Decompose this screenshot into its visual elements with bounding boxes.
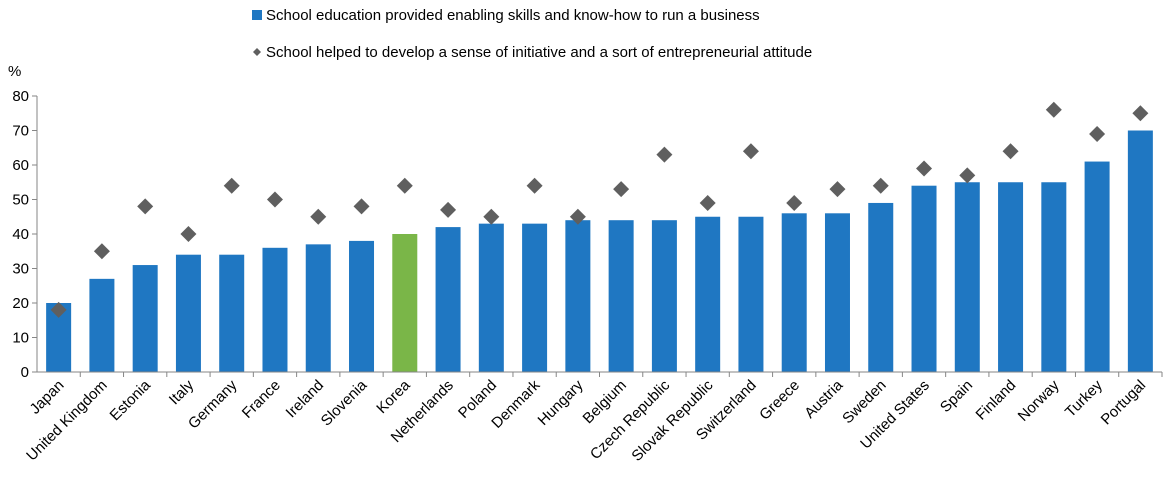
diamond-marker <box>223 177 240 194</box>
x-category-label: United Kingdom <box>23 377 110 464</box>
bar <box>349 240 375 372</box>
legend-label-diamonds: School helped to develop a sense of init… <box>266 44 812 61</box>
x-category-label: Hungary <box>535 376 587 428</box>
bar <box>608 220 634 372</box>
bar <box>868 202 894 372</box>
y-tick-label: 0 <box>21 364 29 381</box>
diamond-marker <box>526 177 543 194</box>
x-category-label: Korea <box>373 376 414 417</box>
bar <box>219 254 245 372</box>
diamond-marker <box>353 198 370 215</box>
bar <box>305 244 331 372</box>
diamond-marker <box>613 181 630 198</box>
bar <box>435 227 461 372</box>
diamond-marker <box>656 146 673 163</box>
x-category-label: Norway <box>1015 376 1063 424</box>
diamond-marker <box>93 243 110 260</box>
x-category-label: Spain <box>937 377 976 416</box>
bar <box>998 182 1024 372</box>
diamond-marker <box>569 208 586 225</box>
legend-swatch-diamonds <box>253 48 261 56</box>
diamond-marker <box>786 194 803 211</box>
bar <box>132 265 158 372</box>
diamond-marker <box>1002 143 1019 160</box>
diamond-marker <box>916 160 933 177</box>
x-category-label: Finland <box>973 377 1020 424</box>
y-tick-label: 20 <box>12 295 29 312</box>
diamond-marker <box>699 194 716 211</box>
bar <box>1127 130 1153 372</box>
legend-swatch-bars <box>252 10 262 20</box>
bar <box>824 213 850 372</box>
x-category-label: Slovenia <box>318 376 371 429</box>
diamond-marker <box>829 181 846 198</box>
x-category-label: France <box>239 377 284 422</box>
legend: School education provided enabling skill… <box>252 7 812 61</box>
diamond-marker <box>1089 125 1106 142</box>
y-tick-label: 40 <box>12 226 29 243</box>
y-tick-label: 60 <box>12 157 29 174</box>
x-category-label: Denmark <box>488 376 543 431</box>
x-category-label: Greece <box>756 377 803 424</box>
bar <box>911 185 937 372</box>
y-tick-label: 10 <box>12 330 29 347</box>
bar <box>392 234 418 372</box>
diamond-marker <box>1132 105 1149 122</box>
legend-label-bars: School education provided enabling skill… <box>266 7 760 24</box>
bar <box>89 278 115 372</box>
bar <box>478 223 504 372</box>
bar <box>954 182 980 372</box>
y-tick-label: 30 <box>12 261 29 278</box>
bars <box>46 130 1153 372</box>
diamond-marker <box>440 201 457 218</box>
diamond-marker <box>137 198 154 215</box>
diamond-marker <box>180 226 197 242</box>
bar <box>695 216 721 372</box>
y-tick-label: 70 <box>12 123 29 140</box>
legend-item-bars: School education provided enabling skill… <box>252 7 760 24</box>
x-category-label: Italy <box>166 376 198 408</box>
legend-item-diamonds: School helped to develop a sense of init… <box>253 44 812 61</box>
diamond-marker <box>266 191 283 208</box>
diamond-marker <box>50 301 67 318</box>
bar <box>565 220 591 372</box>
y-tick-label: 50 <box>12 192 29 209</box>
bar <box>651 220 677 372</box>
bar <box>1041 182 1067 372</box>
diamond-marker <box>872 177 889 194</box>
bar <box>262 247 288 372</box>
x-category-label: Estonia <box>107 376 155 424</box>
diamond-marker <box>1045 101 1062 118</box>
diamond-marker <box>959 167 976 184</box>
y-axis: 0 10 20 30 40 50 60 70 80 <box>12 88 38 381</box>
bar <box>781 213 807 372</box>
diamond-marker <box>310 208 327 225</box>
y-axis-label: % <box>8 63 21 80</box>
x-category-label: Japan <box>27 377 68 418</box>
diamond-marker <box>483 208 500 225</box>
diamond-marker <box>742 143 759 160</box>
bar <box>738 216 764 372</box>
x-category-label: Portugal <box>1098 377 1150 429</box>
diamond-marker <box>396 177 413 194</box>
y-tick-label: 80 <box>12 88 29 105</box>
bar <box>522 223 548 372</box>
bar <box>175 254 201 372</box>
diamond-markers <box>50 101 1149 318</box>
bar <box>1084 161 1110 372</box>
